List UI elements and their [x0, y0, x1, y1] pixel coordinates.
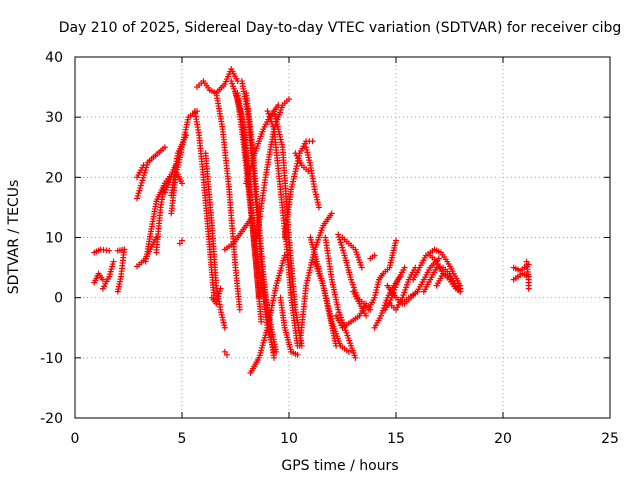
data-point	[358, 264, 365, 271]
data-track	[339, 234, 365, 271]
chart-title: Day 210 of 2025, Sidereal Day-to-day VTE…	[59, 20, 622, 36]
data-track	[208, 285, 224, 307]
y-tick-label: 20	[45, 170, 63, 186]
data-point	[221, 324, 228, 331]
data-track	[523, 258, 532, 292]
data-point	[258, 318, 265, 325]
data-track	[350, 288, 370, 319]
data-track	[247, 252, 288, 376]
data-point	[106, 247, 113, 254]
data-track	[365, 270, 387, 313]
data-track	[335, 231, 374, 313]
y-tick-label: -10	[40, 351, 63, 367]
data-point	[339, 244, 346, 251]
y-tick-label: 30	[45, 110, 63, 126]
data-track	[91, 246, 113, 256]
data-track	[311, 258, 352, 355]
data-point	[294, 351, 301, 358]
data-point	[236, 306, 243, 313]
data-point	[305, 168, 312, 175]
data-track	[322, 234, 359, 361]
data-track	[221, 216, 254, 253]
data-point	[275, 102, 282, 109]
data-point	[121, 246, 128, 253]
x-axis-title: GPS time / hours	[281, 458, 398, 474]
data-point	[435, 255, 442, 262]
data-track	[303, 144, 322, 211]
x-tick-label: 10	[280, 431, 298, 447]
data-point	[340, 247, 347, 254]
y-tick-label: -20	[40, 411, 63, 427]
data-track	[191, 108, 218, 301]
data-track	[91, 270, 106, 286]
data-track	[243, 102, 282, 187]
data-track	[153, 180, 168, 256]
x-tick-label: 25	[601, 431, 619, 447]
data-point	[183, 132, 190, 139]
axis-ticks: 0 5 10 15 20 25 -20 -10 0 10 20 30 40	[40, 50, 619, 447]
grid-lines	[75, 57, 610, 418]
x-tick-label: 5	[178, 431, 187, 447]
data-track	[281, 138, 316, 241]
x-tick-label: 0	[71, 431, 80, 447]
data-point	[179, 237, 185, 244]
data-point	[271, 354, 278, 361]
x-tick-label: 20	[494, 431, 512, 447]
data-track	[380, 237, 399, 277]
data-point	[371, 252, 378, 259]
data-point	[179, 180, 185, 187]
data-track	[213, 90, 243, 313]
data-point	[161, 144, 168, 151]
data-point	[328, 210, 335, 217]
y-axis-title: SDTVAR / TECUs	[6, 180, 22, 295]
data-track	[277, 294, 301, 358]
data-track	[243, 90, 278, 361]
data-track	[99, 258, 117, 292]
data-track	[114, 246, 128, 295]
data-point	[273, 348, 280, 355]
data-track	[292, 150, 312, 175]
data-track	[296, 210, 335, 349]
data-point	[256, 294, 263, 301]
data-point	[286, 96, 292, 103]
x-tick-label: 15	[387, 431, 405, 447]
data-point	[217, 285, 224, 292]
data-point	[221, 348, 228, 355]
data-track	[114, 246, 128, 254]
data-point	[161, 180, 168, 187]
y-tick-label: 40	[45, 50, 63, 66]
data-point	[363, 312, 370, 319]
data-point	[176, 240, 183, 247]
data-point	[315, 204, 322, 211]
data-point	[393, 237, 399, 244]
data-track	[271, 108, 305, 349]
data-point	[223, 351, 230, 358]
data-track	[134, 144, 168, 202]
data-point	[337, 239, 344, 246]
data-point	[99, 276, 106, 283]
data-point	[335, 231, 342, 238]
data-track	[410, 246, 464, 289]
data-point	[345, 348, 352, 355]
data-track	[134, 162, 147, 181]
data-track	[433, 270, 464, 292]
data-track	[176, 237, 185, 247]
data-track	[367, 252, 378, 262]
data-point	[352, 354, 359, 361]
data-point	[401, 264, 408, 271]
data-point	[140, 162, 147, 169]
data-track	[221, 348, 230, 358]
y-tick-label: 10	[45, 231, 63, 247]
data-point	[457, 285, 464, 292]
data-point	[309, 138, 316, 145]
data-points	[91, 66, 532, 376]
data-point	[525, 285, 532, 292]
data-track	[168, 132, 190, 199]
data-point	[338, 242, 345, 249]
data-point	[110, 258, 117, 265]
data-point	[340, 249, 347, 256]
data-track	[401, 255, 442, 307]
y-tick-label: 0	[54, 291, 63, 307]
